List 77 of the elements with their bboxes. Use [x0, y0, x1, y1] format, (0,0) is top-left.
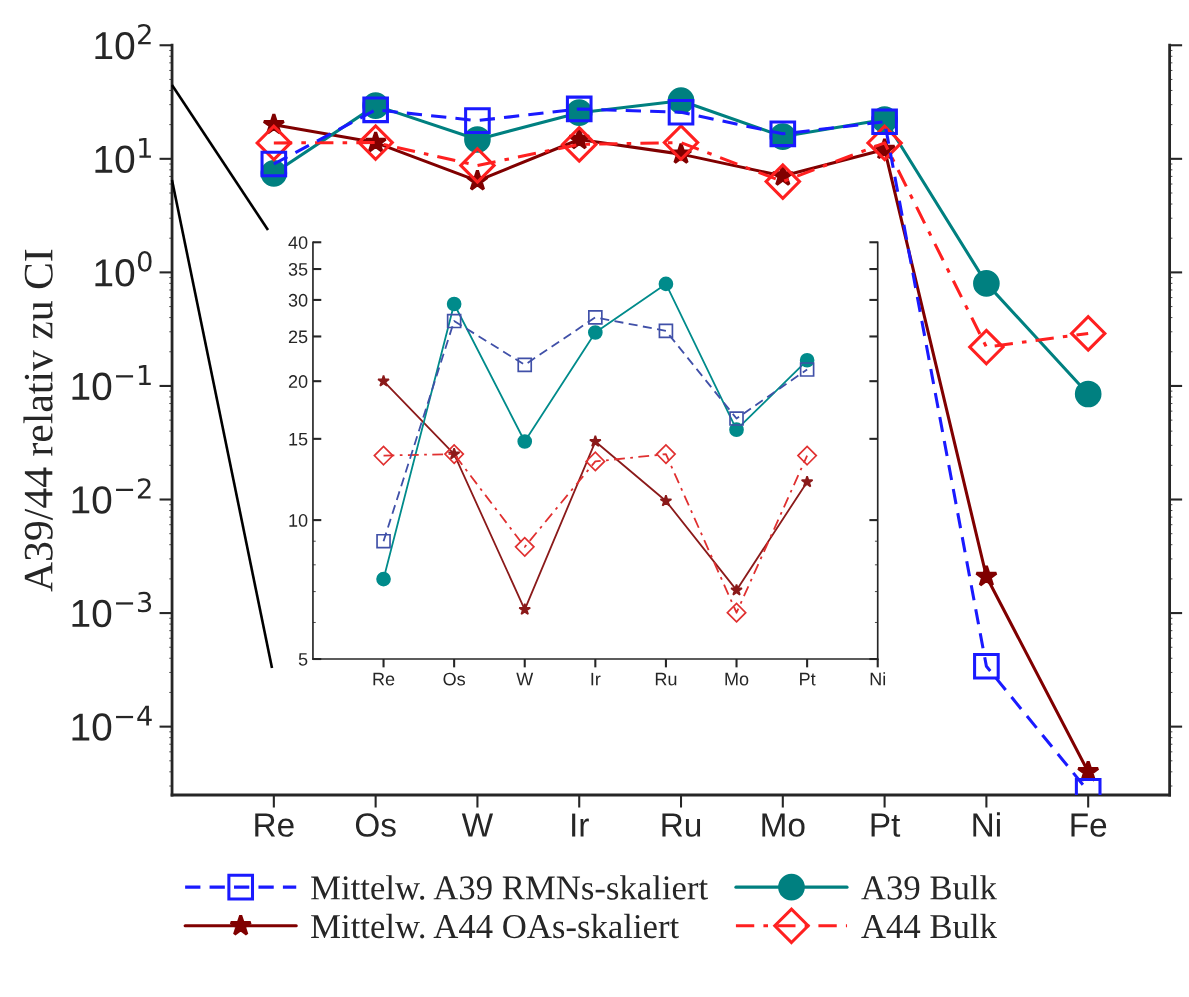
point: [659, 494, 673, 507]
legend-label: Mittelw. A39 RMNs-skaliert: [311, 875, 708, 900]
point: [362, 96, 389, 124]
y-tick-label: 30: [288, 293, 308, 307]
point: [973, 652, 1000, 680]
point: [667, 98, 695, 126]
x-tick-label: Mo: [762, 813, 805, 837]
point: [585, 451, 606, 472]
y-tick-label: 25: [288, 330, 308, 344]
point: [1069, 315, 1107, 352]
point: [658, 276, 674, 292]
x-tick-label: Re: [255, 813, 294, 837]
point: [444, 444, 465, 465]
x-tick-label: Ir: [591, 672, 601, 686]
point: [662, 124, 700, 161]
point: [260, 150, 288, 178]
x-tick-label: Ni: [870, 672, 886, 686]
y-tick-label: 10$^{−3}$: [72, 591, 152, 628]
x-tick-label: Ni: [973, 812, 1000, 837]
x-tick-label: W: [516, 672, 534, 686]
point: [658, 323, 674, 339]
legend-label: A44 Bulk: [861, 913, 997, 939]
point: [1074, 380, 1102, 408]
x-tick-label: Mo: [725, 672, 749, 686]
y-tick-label: 40: [288, 236, 308, 249]
point: [464, 107, 491, 134]
point: [800, 475, 814, 488]
point: [514, 536, 535, 557]
point: [446, 296, 462, 312]
point: [561, 126, 598, 163]
legend-label: Mittelw. A44 OAs-skaliert: [311, 913, 679, 939]
point: [357, 124, 394, 161]
point: [764, 163, 802, 200]
y-axis-title: A39/44 relativ zu CI: [23, 249, 53, 592]
x-tick-label: Re: [373, 672, 395, 686]
point: [446, 313, 462, 329]
x-tick-label: Os: [443, 672, 466, 686]
y-tick-label: 10: [289, 514, 308, 527]
y-tick-label: 35: [288, 262, 308, 276]
y-tick-label: 10$^{−1}$: [72, 365, 151, 401]
point: [589, 434, 602, 448]
point: [974, 564, 998, 587]
point: [799, 362, 815, 377]
point: [459, 147, 496, 184]
x-tick-label: Ru: [655, 672, 677, 686]
point: [588, 325, 603, 340]
y-tick-label: 10$^{−4}$: [72, 705, 152, 741]
point: [729, 411, 744, 426]
point: [655, 444, 676, 465]
x-tick-label: Fe: [1071, 813, 1107, 837]
x-tick-label: Pt: [871, 813, 901, 837]
point: [968, 328, 1005, 366]
y-tick-label: 20: [288, 375, 308, 388]
x-tick-label: W: [461, 813, 494, 837]
x-tick-label: Pt: [800, 672, 816, 686]
point: [517, 357, 533, 373]
y-tick-label: 5: [298, 653, 308, 666]
y-tick-label: 10$^{0}$: [95, 251, 152, 287]
y-tick-label: 15: [289, 432, 308, 446]
y-tick-label: 10$^{2}$: [95, 23, 151, 60]
x-tick-label: Ir: [572, 813, 589, 837]
point: [730, 583, 743, 596]
point: [726, 602, 747, 623]
point: [377, 374, 390, 387]
point: [588, 310, 603, 325]
y-tick-label: 10$^{1}$: [95, 137, 151, 174]
point: [517, 434, 533, 449]
x-tick-label: Ru: [662, 813, 701, 837]
point: [376, 571, 391, 587]
legend-label: A39 Bulk: [861, 875, 997, 900]
point: [973, 270, 1000, 297]
point: [797, 445, 818, 466]
point: [518, 602, 532, 616]
point: [373, 445, 394, 466]
x-tick-label: Os: [355, 813, 396, 837]
y-tick-label: 10$^{−2}$: [72, 478, 151, 514]
point: [376, 533, 391, 549]
